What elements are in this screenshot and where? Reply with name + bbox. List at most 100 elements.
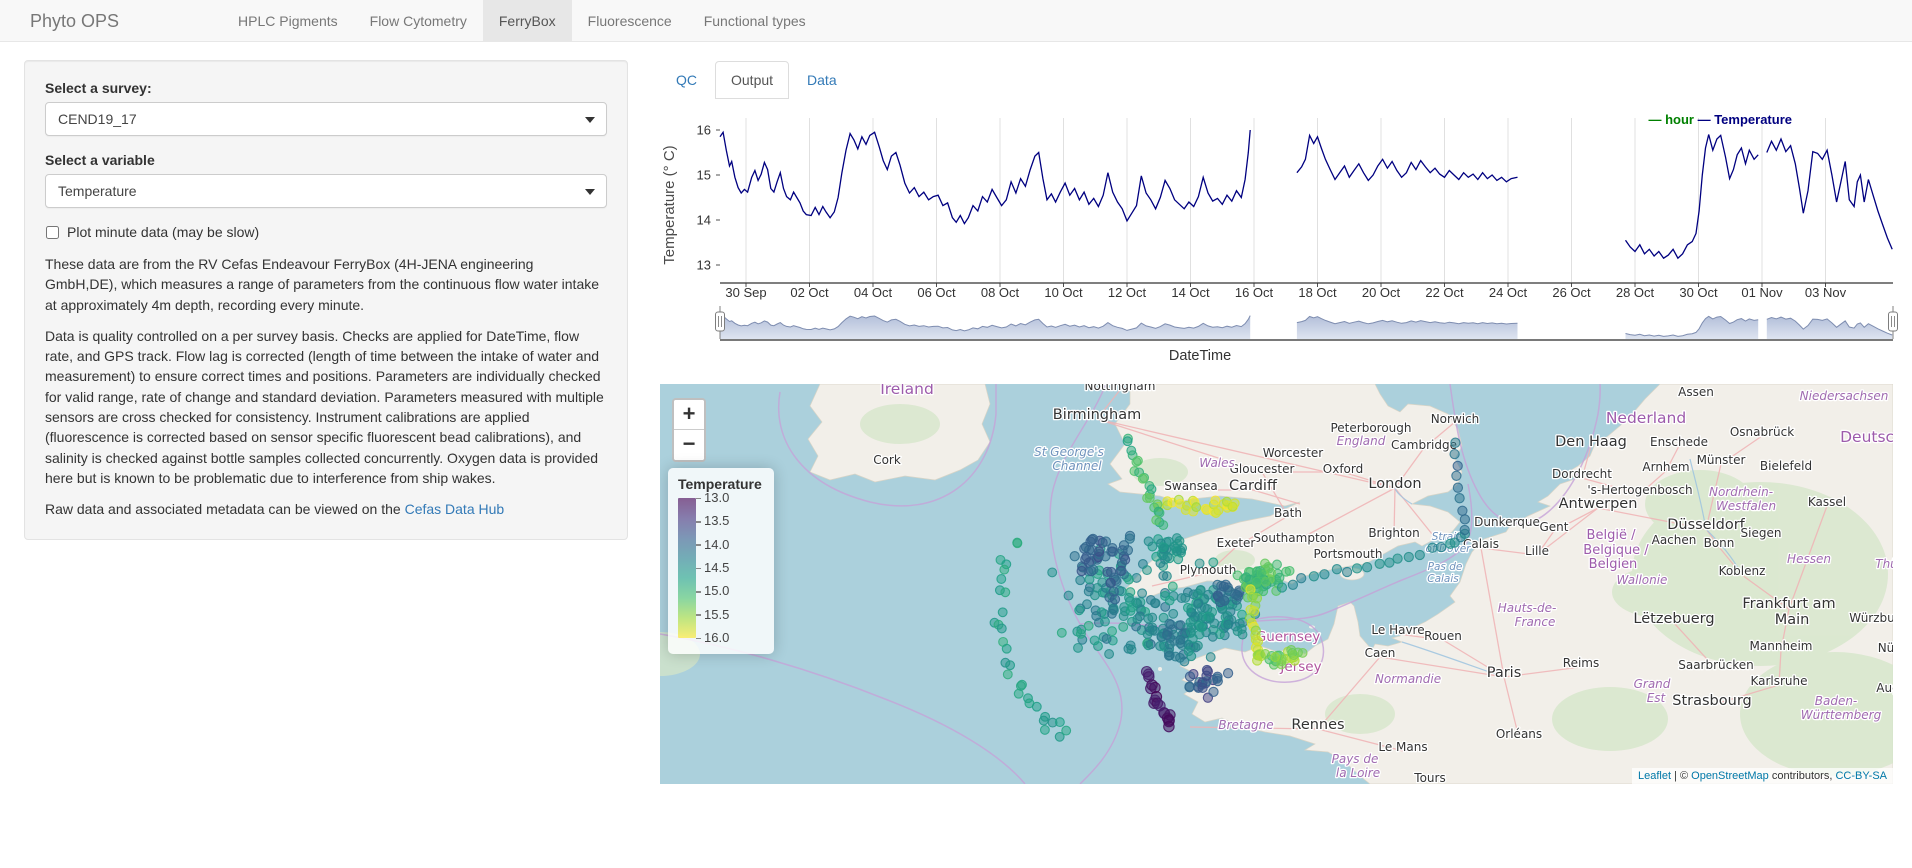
tab-output[interactable]: Output (715, 61, 789, 99)
svg-text:12 Oct: 12 Oct (1108, 285, 1147, 300)
zoom-in-button[interactable]: + (674, 400, 704, 430)
map-label: Koblenz (1719, 564, 1766, 578)
map-label: Wales (1199, 456, 1235, 470)
map-label: Cork (873, 453, 901, 467)
map-label: Württemberg (1801, 708, 1882, 722)
map-label: Antwerpen (1559, 496, 1638, 512)
chevron-down-icon (585, 117, 595, 123)
map-label: Bath (1274, 506, 1302, 520)
map-label: Cambridge (1391, 438, 1457, 452)
svg-text:14: 14 (697, 213, 711, 228)
map-label: France (1515, 615, 1556, 629)
map-temperature-legend: Temperature 13.013.514.014.515.015.516.0 (668, 468, 774, 654)
map-label: Belgique / (1583, 543, 1649, 558)
map-label: Normandie (1375, 672, 1441, 686)
map-label: Ireland (880, 384, 934, 398)
map-label: Saarbrücken (1678, 658, 1754, 672)
tab-data[interactable]: Data (791, 61, 853, 99)
sidebar-panel: Select a survey: CEND19_17 Select a vari… (24, 60, 628, 540)
navbar-tab-ferrybox[interactable]: FerryBox (483, 0, 572, 41)
svg-text:13: 13 (697, 258, 711, 273)
map-label: Deutsch (1840, 428, 1893, 446)
navbar-tab-fluorescence[interactable]: Fluorescence (572, 0, 688, 41)
map-label: Tours (1413, 771, 1445, 784)
map-label: België / (1587, 528, 1637, 543)
map-label: Pays de (1332, 752, 1379, 766)
map-label: London (1368, 476, 1421, 492)
attribution-link[interactable]: OpenStreetMap (1691, 770, 1769, 782)
svg-text:24 Oct: 24 Oct (1489, 285, 1528, 300)
top-navbar: Phyto OPS HPLC PigmentsFlow CytometryFer… (0, 0, 1912, 42)
map-label: Worcester (1263, 446, 1323, 460)
survey-select[interactable]: CEND19_17 (45, 102, 607, 136)
map-label: Main (1775, 612, 1810, 628)
map-label: Plymouth (1180, 563, 1237, 577)
map-label: Cardiff (1229, 478, 1278, 494)
svg-text:02 Oct: 02 Oct (790, 285, 829, 300)
legend-tick-label: 15.0 (696, 583, 729, 598)
map-label: Würzbu (1849, 611, 1893, 625)
legend-tick-label: 16.0 (696, 630, 729, 645)
plot-minute-data-checkbox-row[interactable]: Plot minute data (may be slow) (46, 224, 607, 240)
map-label: Nederland (1606, 409, 1686, 427)
map-label: Peterborough (1330, 421, 1411, 435)
svg-text:10 Oct: 10 Oct (1044, 285, 1083, 300)
zoom-out-button[interactable]: − (674, 430, 704, 460)
plot-minute-data-label: Plot minute data (may be slow) (67, 224, 259, 240)
map-label: Le Mans (1378, 740, 1427, 754)
output-tabset: QCOutputData (660, 61, 855, 99)
map-label: Swansea (1164, 479, 1217, 493)
svg-text:08 Oct: 08 Oct (981, 285, 1020, 300)
map-label: Calais (1427, 573, 1459, 585)
map-label: Bielefeld (1760, 459, 1812, 473)
map-label: la Loire (1336, 766, 1380, 780)
map-label: Düsseldorf (1667, 517, 1745, 533)
navbar-tab-functional-types[interactable]: Functional types (688, 0, 822, 41)
dygraph-canvas[interactable]: 30 Sep02 Oct04 Oct06 Oct08 Oct10 Oct12 O… (660, 100, 1905, 368)
svg-text:04 Oct: 04 Oct (854, 285, 893, 300)
survey-select-value: CEND19_17 (58, 111, 137, 127)
map-label: Nü (1878, 641, 1893, 655)
variable-select-label: Select a variable (45, 152, 607, 168)
map-label: Lëtzebuerg (1633, 611, 1714, 627)
svg-text:16 Oct: 16 Oct (1235, 285, 1274, 300)
map-label: Karlsruhe (1750, 674, 1807, 688)
map-label: Est (1647, 691, 1667, 705)
navbar-tab-hplc-pigments[interactable]: HPLC Pigments (222, 0, 354, 41)
map-label: Niedersachsen (1800, 389, 1889, 403)
description-paragraph-3: Raw data and associated metadata can be … (45, 499, 607, 519)
variable-select[interactable]: Temperature (45, 174, 607, 208)
attribution-link[interactable]: Leaflet (1638, 770, 1671, 782)
timeseries-chart[interactable]: 30 Sep02 Oct04 Oct06 Oct08 Oct10 Oct12 O… (660, 100, 1905, 368)
map-label: Pas de (1428, 561, 1463, 573)
svg-text:30 Sep: 30 Sep (725, 285, 766, 300)
map-label: Channel (1052, 459, 1102, 473)
chart-legend: — hour — Temperature (1648, 112, 1792, 127)
description-paragraph-1: These data are from the RV Cefas Endeavo… (45, 254, 607, 315)
cefas-data-hub-link[interactable]: Cefas Data Hub (405, 501, 505, 517)
map-label: Siegen (1741, 526, 1782, 540)
map-label: Wallonie (1617, 573, 1668, 587)
map-label: Baden- (1815, 694, 1858, 708)
map-label: Nottingham (1085, 384, 1156, 393)
navbar-tab-flow-cytometry[interactable]: Flow Cytometry (354, 0, 483, 41)
map-label: Thür (1875, 557, 1893, 571)
map-label: Guernsey (1256, 629, 1321, 645)
map-label: Kassel (1808, 495, 1846, 509)
leaflet-map[interactable]: IrelandCorkNottinghamBirminghamPeterboro… (660, 384, 1893, 784)
svg-text:28 Oct: 28 Oct (1616, 285, 1655, 300)
plot-minute-data-checkbox[interactable] (46, 226, 59, 239)
attribution-link[interactable]: CC-BY-SA (1835, 770, 1887, 782)
map-label: Gloucester (1230, 462, 1295, 476)
variable-select-value: Temperature (58, 183, 137, 199)
map-label: Belgien (1589, 557, 1638, 572)
map-label: Bretagne (1218, 718, 1273, 732)
tab-qc[interactable]: QC (660, 61, 713, 99)
map-label: Exeter (1217, 536, 1256, 550)
map-label: Dordrecht (1552, 467, 1612, 481)
svg-text:15: 15 (697, 168, 711, 183)
map-label: Aachen (1652, 533, 1697, 547)
map-label: Oxford (1323, 462, 1363, 476)
map-label: Dunkerque (1474, 515, 1540, 529)
map-label: Hessen (1787, 552, 1831, 566)
